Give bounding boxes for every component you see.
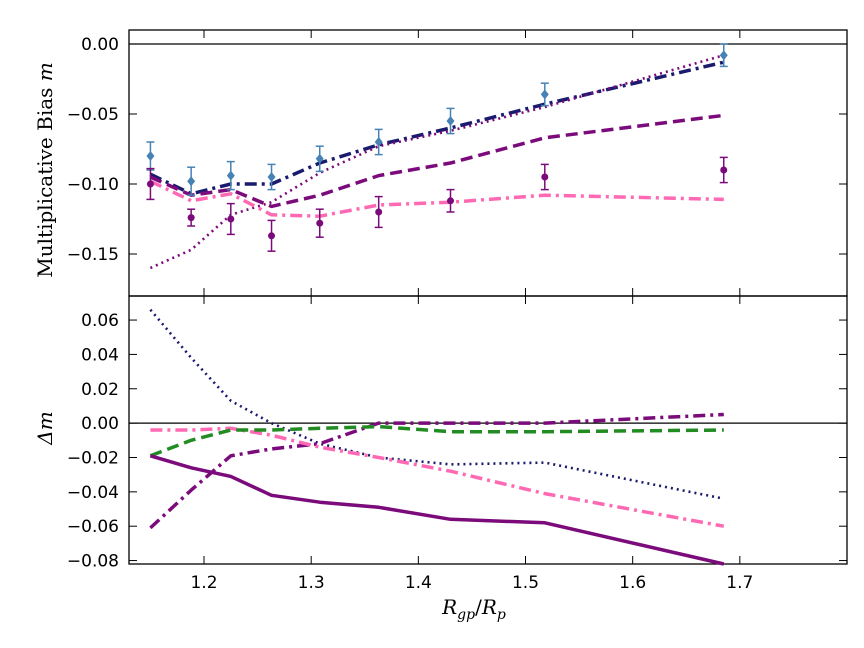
top-marker-circle (187, 214, 195, 222)
top-marker-diamond (315, 153, 324, 164)
bottom-ytick-label: 0.02 (81, 380, 119, 400)
bottom-ytick-label: −0.04 (67, 483, 119, 503)
x-label-sub2: p (497, 607, 506, 623)
top-ytick-label: −0.05 (67, 105, 119, 125)
bottom-ytick-label: 0.04 (81, 345, 119, 365)
top-marker-circle (316, 219, 324, 227)
top-marker-circle (146, 180, 154, 188)
top-series-navy-dash-dot (149, 60, 725, 196)
top-ylabel: Multiplicative Bias m (33, 62, 57, 277)
top-marker-circle (227, 215, 235, 223)
bottom-ytick-label: 0.00 (81, 414, 119, 434)
top-marker-diamond (267, 172, 276, 182)
bottom-ytick-label: −0.06 (67, 517, 119, 537)
top-marker-circle (446, 197, 454, 205)
bottom-frame (128, 295, 848, 565)
top-series-purple-dashed (149, 113, 725, 209)
top-panel: 0.00 −0.05 −0.10 −0.15 (67, 29, 848, 297)
top-marker-diamond (374, 137, 383, 147)
top-ylabel-symbol: m (33, 62, 57, 81)
top-frame (128, 29, 848, 297)
x-label-r2: R (481, 595, 497, 619)
bottom-series-green-dashed (149, 424, 724, 458)
bottom-xtick-label: 1.6 (619, 573, 646, 593)
top-marker-circle (720, 166, 728, 174)
top-marker-circle (375, 208, 383, 216)
top-marker-diamond (540, 89, 549, 100)
bottom-ytick-label: 0.06 (81, 311, 119, 331)
x-axis-label: Rgp/Rp (441, 595, 506, 623)
top-marker-diamond (446, 116, 455, 126)
top-series-pink-dash-dot (149, 179, 724, 218)
top-ytick-label: −0.15 (67, 245, 119, 265)
bottom-xtick-label: 1.5 (512, 573, 539, 593)
bottom-ytick-label: −0.08 (67, 552, 119, 572)
bottom-series-purple-solid (149, 454, 725, 566)
top-marker-diamond (226, 170, 235, 181)
bottom-series-pink-dash-dot (150, 426, 725, 528)
top-series-purple-dotted (149, 53, 725, 270)
top-ytick-label: −0.10 (67, 175, 119, 195)
top-marker-diamond (146, 151, 155, 161)
x-label-slash: / (475, 595, 482, 619)
bottom-series-purple-dash-dot (149, 412, 724, 530)
bottom-xtick-label: 1.2 (190, 573, 217, 593)
bottom-xtick-label: 1.3 (298, 573, 325, 593)
top-marker-diamond (719, 50, 728, 61)
bottom-ytick-label: −0.02 (67, 448, 119, 468)
bottom-ylabel: Δm (33, 411, 57, 445)
x-label-sub1: gp (457, 607, 475, 623)
x-label-r1: R (441, 595, 457, 619)
top-marker-circle (541, 173, 549, 181)
bottom-xtick-label: 1.7 (726, 573, 753, 593)
top-ytick-label: 0.00 (81, 35, 119, 55)
top-marker-diamond (187, 176, 196, 187)
top-marker-circle (268, 232, 276, 240)
bottom-panel: 1.2 1.3 1.4 1.5 1.6 1.7 0.06 0.04 0.02 0.00 −0.02 −… (67, 295, 848, 593)
top-ylabel-text: Multiplicative Bias (33, 88, 57, 278)
bottom-xtick-label: 1.4 (405, 573, 432, 593)
bottom-series-navy-dotted (149, 308, 725, 500)
